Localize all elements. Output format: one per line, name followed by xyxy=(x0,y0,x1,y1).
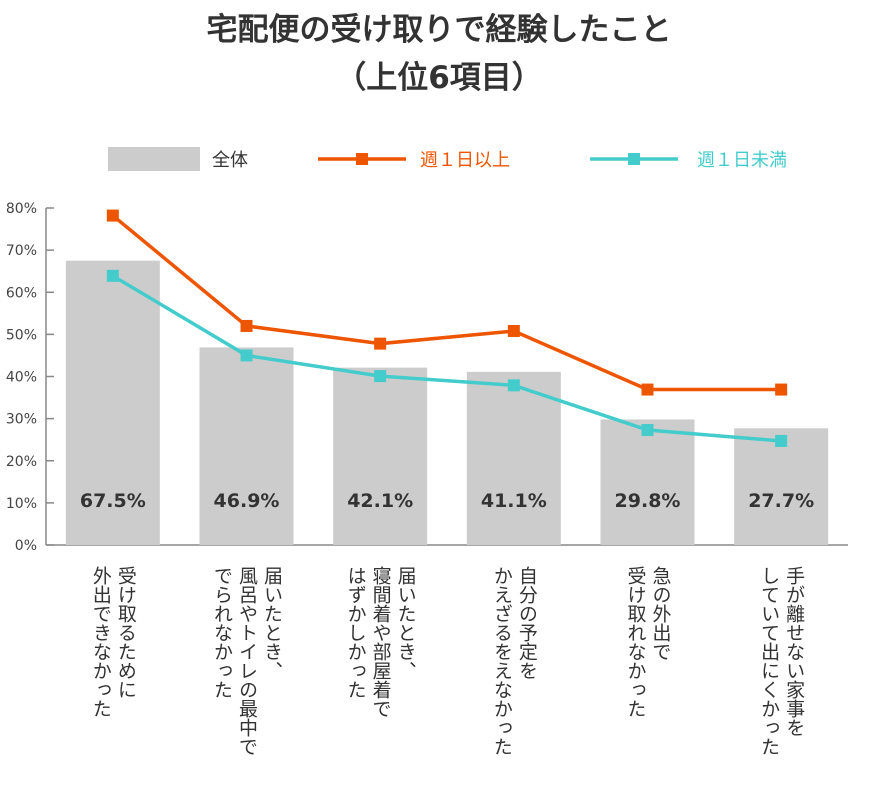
y-tick-label: 10% xyxy=(6,496,37,512)
y-tick-label: 40% xyxy=(6,370,37,386)
x-category-label: 受け取るために 外出できなかった xyxy=(88,566,138,718)
legend-marker xyxy=(628,153,640,165)
series-marker xyxy=(641,423,654,436)
series-marker xyxy=(240,349,253,362)
series-marker xyxy=(106,269,119,282)
legend-swatch-bar xyxy=(108,147,200,171)
x-category-label-line: はずかしかった xyxy=(344,566,367,699)
x-category-label-line: 寝間着や部屋着で xyxy=(369,566,392,718)
chart-title-line1: 宅配便の受け取りで経験したこと xyxy=(206,12,672,48)
x-category-label: 急の外出で 受け取れなかった xyxy=(623,566,673,718)
bar xyxy=(600,419,695,545)
legend-marker xyxy=(356,153,368,165)
x-category-label: 手が離せない家事を していて出にくかった xyxy=(756,566,806,756)
x-category-label: 自分の予定を かえざるをえなかった xyxy=(489,566,539,756)
x-category-label: 届いたとき、 寝間着や部屋着で はずかしかった xyxy=(343,566,418,718)
series-marker xyxy=(507,325,520,338)
x-category-label-line: かえざるをえなかった xyxy=(490,566,513,756)
bar xyxy=(734,428,829,545)
bar-value-label: 29.8% xyxy=(615,490,681,512)
series-marker xyxy=(374,370,387,383)
bar xyxy=(65,260,160,545)
bar-value-label: 42.1% xyxy=(347,490,413,512)
x-category-label-line: 届いたとき、 xyxy=(261,566,283,680)
x-category-label: 届いたとき、 風呂やトイレの最中で でられなかった xyxy=(209,566,284,756)
series-marker xyxy=(641,383,654,396)
x-category-label-line: 自分の予定を xyxy=(515,566,538,680)
y-tick-label: 20% xyxy=(6,454,37,470)
legend-label: 週１日未満 xyxy=(697,150,787,171)
series-marker xyxy=(775,383,788,396)
bar xyxy=(333,367,428,545)
x-category-label-line: でられなかった xyxy=(211,566,233,699)
x-category-label-line: 外出できなかった xyxy=(89,566,112,718)
x-category-label-line: 風呂やトイレの最中で xyxy=(236,566,258,756)
bar xyxy=(199,347,294,545)
y-tick-label: 70% xyxy=(6,243,37,259)
bar-value-label: 27.7% xyxy=(748,490,814,512)
series-marker xyxy=(106,209,119,222)
x-category-label-line: 受け取るために xyxy=(114,566,137,699)
legend-label: 週１日以上 xyxy=(420,150,510,171)
y-tick-label: 0% xyxy=(15,538,37,554)
y-tick-label: 30% xyxy=(6,412,37,428)
x-category-label-line: 急の外出で xyxy=(649,566,672,661)
bar-value-label: 41.1% xyxy=(481,490,547,512)
x-category-label-line: 受け取れなかった xyxy=(624,566,647,718)
series-line xyxy=(111,274,782,443)
x-category-label-line: 届いたとき、 xyxy=(394,566,417,680)
series-marker xyxy=(507,379,520,392)
y-tick-label: 60% xyxy=(6,285,37,301)
series-line xyxy=(111,214,782,392)
bar-value-label: 46.9% xyxy=(214,490,280,512)
chart-title-line2: （上位6項目） xyxy=(335,60,543,96)
y-tick-label: 80% xyxy=(6,201,37,217)
y-tick-label: 50% xyxy=(6,327,37,343)
series-marker xyxy=(374,337,387,350)
series-marker xyxy=(240,319,253,332)
x-category-label-line: していて出にくかった xyxy=(758,566,781,756)
bar xyxy=(466,371,561,545)
x-category-label-line: 手が離せない家事を xyxy=(783,566,806,737)
legend-label: 全体 xyxy=(212,150,248,171)
series-marker xyxy=(775,434,788,447)
bar-value-label: 67.5% xyxy=(80,490,146,512)
